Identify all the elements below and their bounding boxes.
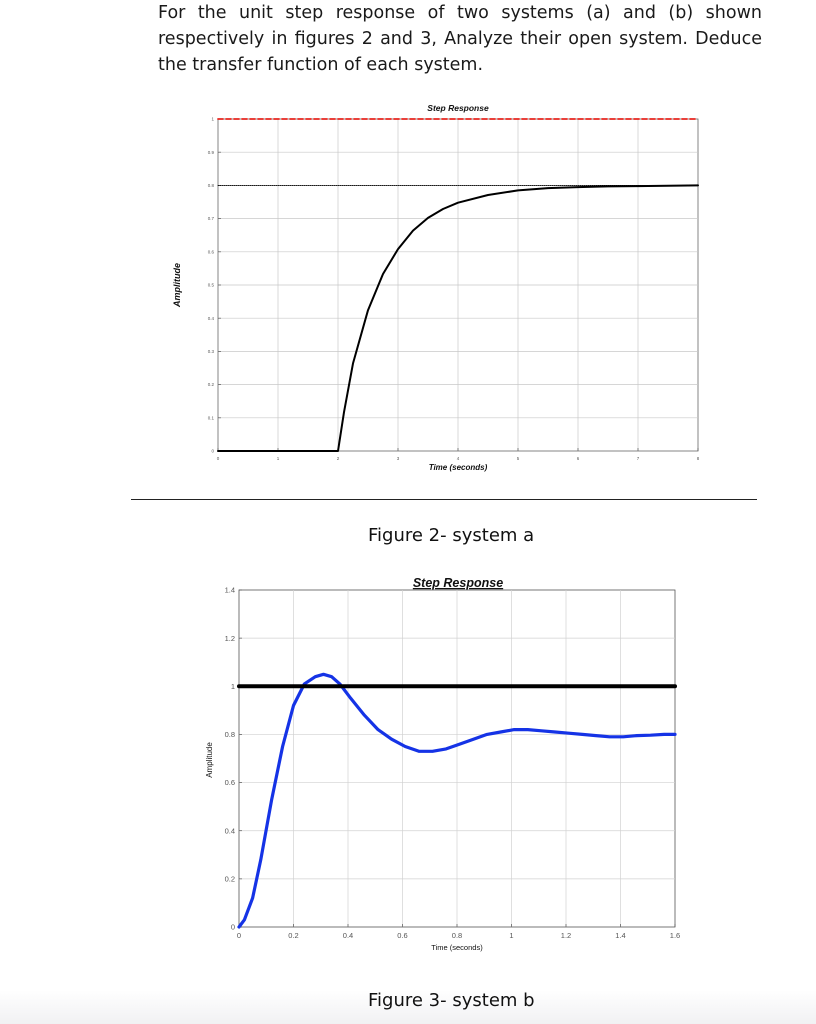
chart-b-y-tick-label: 0.2 <box>225 874 235 883</box>
section-divider <box>131 499 757 500</box>
chart-b-y-tick-label: 1.2 <box>225 634 235 643</box>
chart-a-x-tick-label: 2 <box>337 456 340 461</box>
chart-a-x-tick-label: 7 <box>637 456 640 461</box>
chart-a-y-tick-label: 0.5 <box>208 283 215 288</box>
chart-b-y-tick-label: 1 <box>231 682 235 691</box>
chart-b-y-tick-label: 0.8 <box>225 730 235 739</box>
chart-a-x-tick-label: 8 <box>697 456 700 461</box>
chart-b-y-tick-label: 0.6 <box>225 778 235 787</box>
chart-a-x-tick-label: 4 <box>457 456 460 461</box>
problem-statement: For the unit step response of two system… <box>158 3 762 75</box>
chart-b-x-axis-label: Time (seconds) <box>431 943 483 952</box>
chart-a-y-tick-label: 0.9 <box>208 150 215 155</box>
chart-b-y-tick-label: 0 <box>231 923 235 932</box>
chart-a-plot-area <box>217 118 699 452</box>
chart-b-x-tick-label: 0.4 <box>343 931 353 940</box>
chart-b-x-tick-label: 1.6 <box>670 931 680 940</box>
chart-b-y-tick-label: 0.4 <box>225 826 235 835</box>
figure-2-caption: Figure 2- system a <box>368 525 535 546</box>
chart-system-b: Step Response Time (seconds) Amplitude 0… <box>205 576 680 952</box>
chart-a-y-tick-label: 0.6 <box>208 249 215 254</box>
chart-a-x-tick-label: 0 <box>217 456 220 461</box>
chart-system-a: Step Response Time (seconds) Amplitude 0… <box>172 103 700 472</box>
chart-a-x-tick-label: 5 <box>517 456 520 461</box>
chart-b-y-axis-label: Amplitude <box>205 742 214 778</box>
chart-a-x-tick-label: 3 <box>397 456 400 461</box>
chart-b-step-response-line <box>237 672 677 929</box>
chart-b-x-tick-label: 0.6 <box>397 931 407 940</box>
chart-a-step-response-line <box>217 184 699 452</box>
chart-b-y-tick-label: 1.4 <box>225 586 235 595</box>
chart-a-y-tick-label: 0.4 <box>208 316 215 321</box>
chart-a-x-tick-label: 6 <box>577 456 580 461</box>
chart-a-y-tick-label: 0.3 <box>208 349 215 354</box>
chart-a-x-tick-label: 1 <box>277 456 280 461</box>
chart-b-x-tick-label: 0 <box>237 931 241 940</box>
chart-a-y-tick-label: 0.2 <box>208 382 215 387</box>
chart-a-x-axis-label: Time (seconds) <box>429 463 488 472</box>
chart-b-x-tick-label: 1.2 <box>561 931 571 940</box>
chart-a-y-tick-label: 0.7 <box>208 216 215 221</box>
chart-a-y-tick-label: 0.1 <box>208 415 215 420</box>
chart-a-y-tick-label: 1 <box>211 117 214 122</box>
chart-b-x-tick-label: 1 <box>509 931 513 940</box>
chart-b-x-tick-label: 1.4 <box>615 931 625 940</box>
chart-b-title: Step Response <box>413 576 503 590</box>
chart-a-y-axis-label: Amplitude <box>172 263 182 308</box>
chart-b-x-tick-label: 0.2 <box>288 931 298 940</box>
chart-a-y-tick-label: 0 <box>211 449 214 454</box>
figure-3-caption: Figure 3- system b <box>368 990 535 1011</box>
chart-a-title: Step Response <box>427 103 489 113</box>
chart-a-y-tick-label: 0.8 <box>208 183 215 188</box>
chart-b-plot-area <box>238 589 676 928</box>
chart-b-x-tick-label: 0.8 <box>452 931 462 940</box>
